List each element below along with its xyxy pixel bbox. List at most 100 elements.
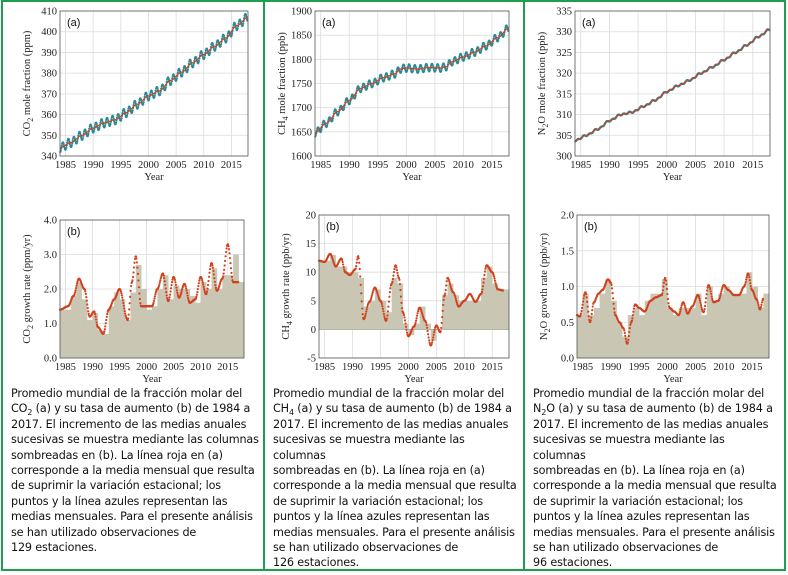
growth-rate-point [493, 279, 497, 282]
growth-rate-point [342, 263, 345, 266]
bar [752, 286, 759, 358]
growth-rate-point [415, 317, 418, 320]
growth-rate-point [392, 274, 395, 277]
y-tick-label: 400 [41, 27, 57, 38]
growth-rate-point [376, 291, 379, 295]
growth-rate-point [121, 299, 124, 302]
bar [358, 277, 365, 330]
bar [352, 272, 359, 330]
growth-rate-point [94, 318, 98, 321]
bar [168, 299, 174, 358]
growth-rate-point [627, 338, 630, 341]
bar [706, 286, 713, 358]
growth-rate-point [711, 297, 714, 300]
deseasonalized-line [315, 27, 509, 134]
y-tick-label: 320 [556, 69, 572, 80]
growth-rate-point [748, 276, 751, 279]
growth-rate-point [206, 283, 210, 287]
growth-rate-point [449, 285, 452, 288]
caption-line: corresponde a la media mensual que resul… [533, 479, 777, 493]
growth-rate-point [494, 284, 498, 287]
bar [341, 266, 348, 330]
bar [130, 292, 137, 358]
growth-rate-point [666, 292, 669, 296]
x-tick-label: 2010 [193, 160, 214, 171]
growth-rate-point [448, 280, 451, 283]
growth-rate-point [626, 341, 629, 344]
growth-rate-point [492, 273, 495, 276]
growth-rate-point [343, 268, 346, 271]
growth-rate-point [74, 289, 77, 292]
growth-rate-point [611, 297, 615, 300]
growth-rate-point [170, 281, 174, 284]
growth-rate-point [744, 280, 747, 284]
growth-rate-point [168, 293, 172, 296]
growth-rate-point [127, 313, 130, 316]
growth-rate-point [211, 266, 215, 269]
growth-rate-point [395, 266, 398, 269]
growth-rate-point [175, 286, 178, 289]
bar [206, 289, 212, 358]
growth-rate-point [454, 295, 457, 299]
bar [503, 289, 510, 330]
y-axis-label-text: O mole fraction (ppb) [537, 31, 548, 123]
bar [582, 293, 589, 358]
growth-rate-point [357, 257, 360, 260]
growth-rate-point [679, 310, 682, 313]
bar [222, 275, 229, 358]
growth-rate-point [703, 308, 706, 311]
growth-rate-point [163, 277, 166, 280]
growth-rate-point [385, 319, 388, 322]
caption-line: 2017. El incremento de las medias anuale… [273, 417, 509, 431]
growth-rate-point [93, 312, 97, 316]
growth-rate-point [83, 288, 86, 291]
growth-rate-point [745, 276, 748, 279]
bar [346, 272, 353, 330]
growth-rate-point [173, 278, 177, 282]
bar [419, 306, 426, 330]
y-tick-label: 1.0 [561, 282, 574, 293]
growth-rate-point [584, 291, 587, 294]
growth-rate-point [444, 288, 447, 292]
growth-rate-point [661, 289, 664, 292]
growth-rate-point [375, 290, 378, 293]
growth-rate-point [176, 291, 179, 294]
bar [593, 307, 600, 358]
y-tick-label: 2.0 [44, 285, 57, 296]
bar [119, 299, 126, 358]
growth-rate-point [719, 294, 722, 297]
growth-rate-point [120, 291, 123, 295]
growth-rate-point [213, 277, 216, 280]
growth-rate-point [706, 289, 709, 292]
bar [464, 300, 471, 330]
growth-rate-point [173, 277, 176, 280]
growth-rate-point [342, 265, 345, 269]
x-tick-label: 1990 [339, 160, 360, 171]
growth-rate-point [360, 292, 363, 295]
bar [397, 283, 404, 330]
bar [577, 315, 583, 358]
growth-rate-point [583, 294, 586, 297]
growth-rate-point [134, 255, 138, 258]
x-tick-label: 1995 [370, 362, 391, 373]
growth-rate-point [760, 303, 763, 306]
caption-line: puntos y la línea azules representan las [533, 510, 750, 524]
bar [87, 320, 93, 358]
x-axis-label: Year [142, 374, 162, 384]
growth-rate-point [224, 259, 227, 262]
y-axis-label-text: growth rate (ppm/yr) [22, 234, 33, 325]
growth-rate-point [585, 292, 588, 296]
bar [673, 315, 679, 358]
bar [189, 295, 196, 358]
caption-subscript: 2 [27, 408, 33, 418]
bar [81, 299, 88, 358]
growth-rate-point [665, 283, 668, 286]
growth-rate-point [380, 301, 383, 304]
growth-rate-point [660, 293, 663, 297]
growth-rate-point [152, 299, 156, 303]
growth-rate-point [175, 289, 178, 292]
x-tick-label: 2015 [742, 362, 763, 373]
bar [369, 300, 376, 330]
growth-rate-point [501, 289, 505, 292]
growth-rate-point [756, 301, 760, 304]
